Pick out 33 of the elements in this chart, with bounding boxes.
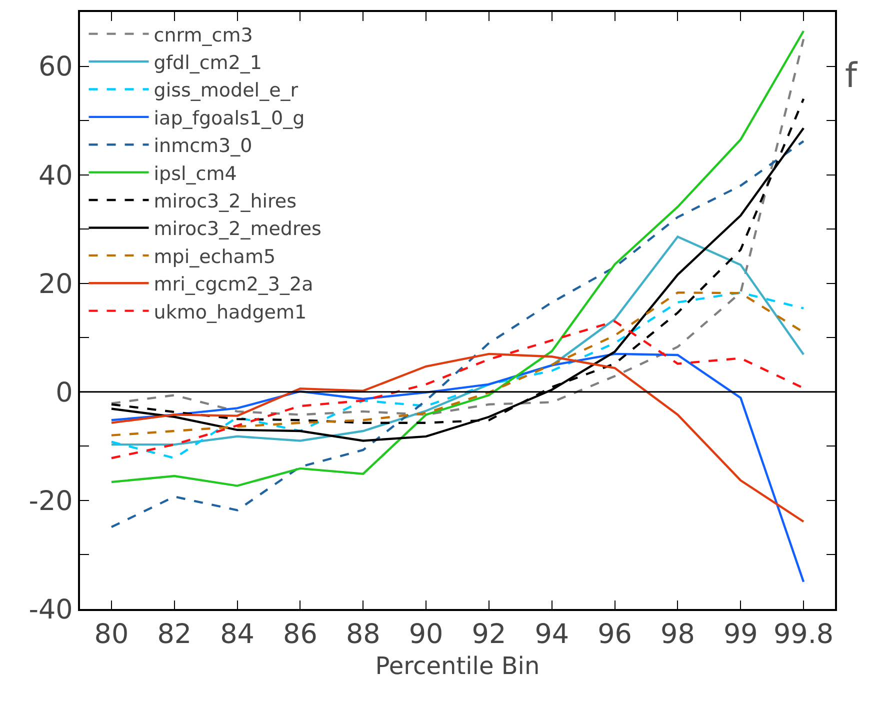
y-tick-label: -20 [28, 486, 73, 517]
y-tick-label: -40 [28, 594, 73, 626]
legend-label: cnrm_cm3 [154, 24, 253, 46]
legend-label: miroc3_2_hires [154, 190, 297, 212]
text: f [845, 56, 858, 96]
x-tick-label: 80 [94, 619, 129, 650]
legend-label: miroc3_2_medres [154, 218, 322, 240]
legend-label: gfdl_cm2_1 [154, 52, 262, 74]
x-tick-label: 94 [534, 619, 570, 650]
line-series [110, 352, 805, 583]
x-tick-label: 84 [220, 619, 254, 650]
x-tick-label: 86 [283, 619, 318, 650]
legend-label: iap_fgoals1_0_g [154, 107, 305, 130]
x-tick-label: 98 [660, 619, 695, 650]
x-tick-label: 92 [472, 619, 506, 650]
y-tick-label: 20 [38, 268, 73, 300]
y-tick-label: 40 [38, 160, 73, 192]
x-tick-label: 88 [346, 619, 380, 650]
x-tick-label: 90 [408, 619, 444, 650]
legend-label: mri_cgcm2_3_2a [154, 274, 314, 296]
y-tick-label: 60 [38, 52, 73, 83]
legend-label: mpi_echam5 [154, 246, 276, 268]
legend-label: ukmo_hadgem1 [154, 301, 307, 324]
x-tick-label: 99 [723, 619, 758, 650]
x-tick-label: 82 [157, 619, 192, 650]
x-tick-label: 96 [598, 619, 632, 650]
legend-label: ipsl_cm4 [154, 162, 237, 185]
x-tick-label: 99.8 [773, 619, 834, 650]
legend-label: giss_model_e_r [154, 80, 298, 102]
y-tick-label: 0 [56, 377, 73, 408]
legend-label: inmcm3_0 [154, 135, 252, 158]
line-series [110, 352, 805, 523]
x-axis-title: Percentile Bin [375, 652, 540, 680]
